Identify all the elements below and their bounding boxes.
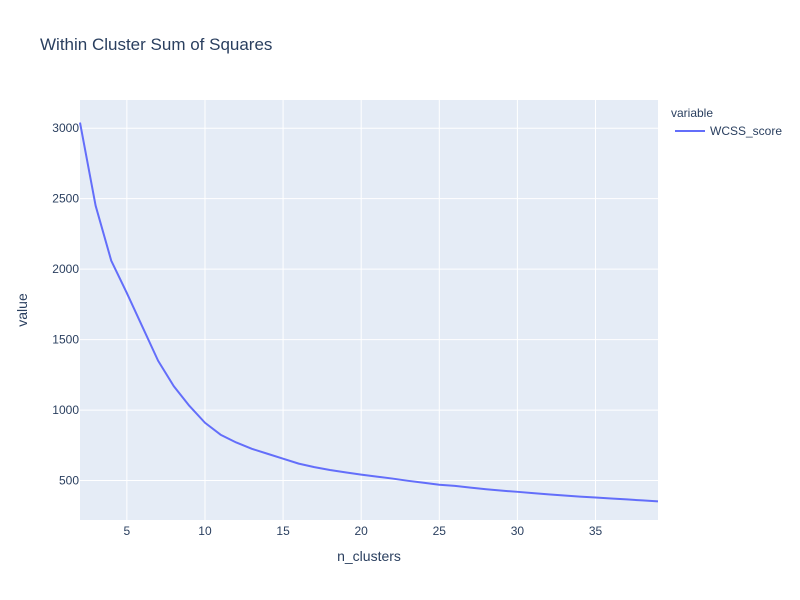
chart-title: Within Cluster Sum of Squares (40, 35, 272, 54)
y-tick-label: 3000 (52, 121, 79, 135)
y-tick-label: 2000 (52, 262, 79, 276)
y-tick-label: 1000 (52, 403, 79, 417)
series-line-wcss-score[interactable] (79, 122, 659, 503)
plot-area (80, 100, 658, 520)
x-tick-label: 5 (124, 524, 131, 538)
y-axis-ticks: 500 1000 1500 2000 2500 3000 (52, 121, 79, 487)
y-axis-label: value (14, 293, 30, 327)
legend-title: variable (671, 106, 713, 120)
legend[interactable]: variable WCSS_score (671, 106, 782, 138)
y-tick-label: 500 (59, 474, 79, 488)
x-tick-label: 25 (433, 524, 447, 538)
x-axis-label: n_clusters (337, 548, 401, 564)
x-tick-label: 35 (589, 524, 603, 538)
x-tick-label: 10 (198, 524, 212, 538)
y-tick-label: 2500 (52, 192, 79, 206)
legend-entry-wcss-score[interactable]: WCSS_score (710, 124, 782, 138)
x-tick-label: 15 (276, 524, 290, 538)
x-axis-ticks: 5 10 15 20 25 30 35 (124, 524, 603, 538)
y-tick-label: 1500 (52, 333, 79, 347)
x-tick-label: 30 (511, 524, 525, 538)
x-tick-label: 20 (355, 524, 369, 538)
grid-lines (80, 100, 658, 520)
series-layer (79, 122, 659, 503)
